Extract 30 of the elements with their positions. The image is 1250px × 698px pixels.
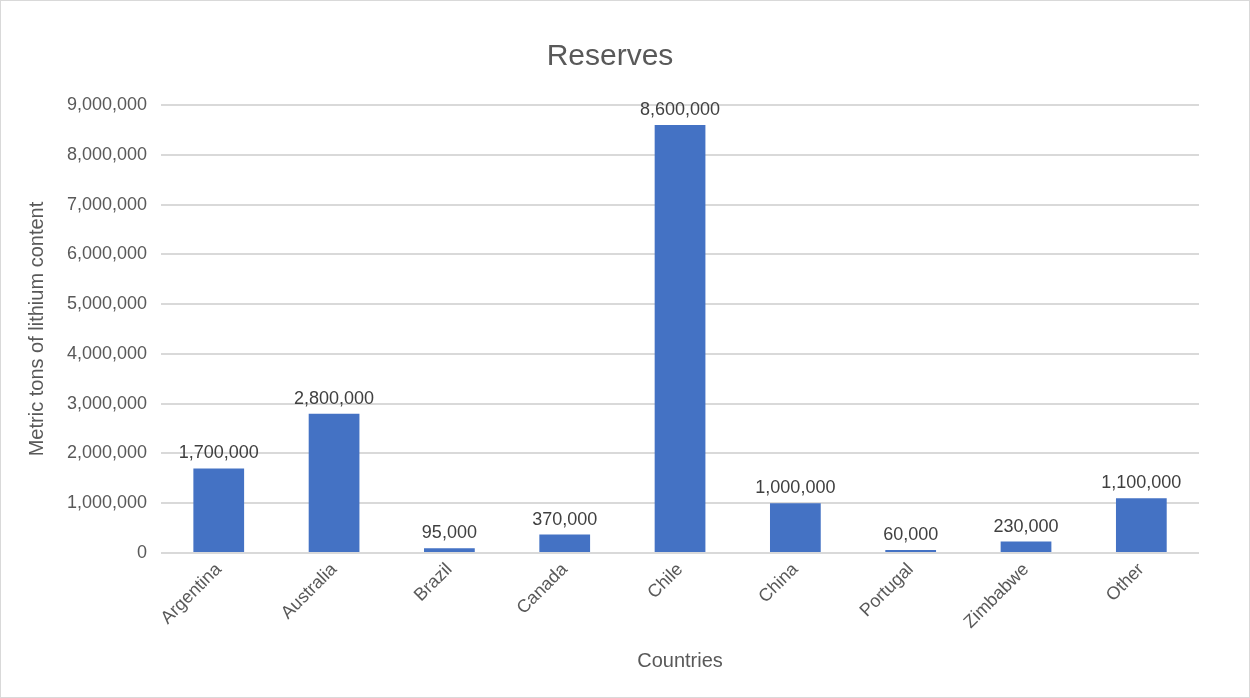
y-tick-label: 3,000,000 xyxy=(67,392,148,413)
bar xyxy=(654,124,706,553)
y-tick-label: 0 xyxy=(137,541,148,562)
y-tick-label: 4,000,000 xyxy=(67,342,148,363)
y-axis-title: Metric tons of lithium content xyxy=(24,201,47,457)
data-label: 60,000 xyxy=(883,524,939,544)
y-tick-label: 6,000,000 xyxy=(67,243,148,264)
data-label: 1,000,000 xyxy=(755,477,836,498)
y-tick-label: 2,000,000 xyxy=(67,442,148,463)
y-tick-label: 1,000,000 xyxy=(67,492,148,513)
bar xyxy=(539,534,591,553)
bar xyxy=(769,503,821,553)
data-label: 2,800,000 xyxy=(294,387,375,408)
bar xyxy=(424,548,475,553)
data-label: 1,100,000 xyxy=(1101,472,1182,493)
bar xyxy=(308,413,360,553)
y-tick-label: 5,000,000 xyxy=(67,293,148,314)
y-tick-label: 8,000,000 xyxy=(67,143,148,164)
data-label: 370,000 xyxy=(532,508,598,529)
data-label: 95,000 xyxy=(421,522,477,543)
data-label: 1,700,000 xyxy=(178,442,259,463)
bar xyxy=(193,468,245,553)
x-axis-title: Countries xyxy=(637,648,723,671)
chart-title: Reserves xyxy=(546,38,674,72)
data-label: 230,000 xyxy=(993,515,1059,536)
y-tick-label: 9,000,000 xyxy=(67,93,148,114)
data-label: 8,600,000 xyxy=(640,98,721,119)
bar xyxy=(1000,541,1052,553)
bar xyxy=(1115,498,1167,553)
y-tick-label: 7,000,000 xyxy=(67,193,148,214)
